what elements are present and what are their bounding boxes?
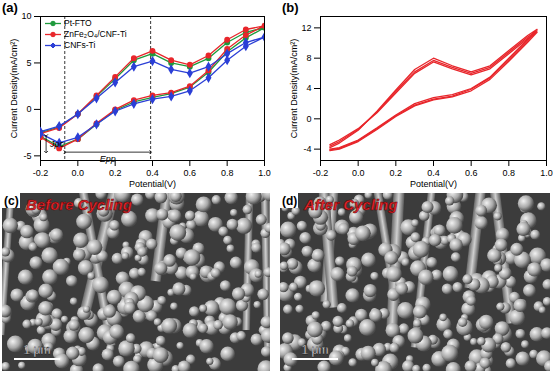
- svg-text:Potential(V): Potential(V): [129, 179, 176, 189]
- svg-text:10: 10: [21, 11, 31, 21]
- svg-text:0: 0: [306, 114, 311, 124]
- svg-text:After Cycling: After Cycling: [303, 196, 397, 213]
- html-text:CNFs-Ti: CNFs-Ti: [64, 40, 96, 50]
- svg-text:0.0: 0.0: [352, 168, 365, 178]
- svg-text:0.8: 0.8: [503, 168, 516, 178]
- svg-text:8: 8: [306, 53, 311, 63]
- svg-text:1 μm: 1 μm: [302, 343, 329, 357]
- svg-text:Epp: Epp: [100, 154, 116, 164]
- html-text:(a): (a): [2, 0, 18, 15]
- svg-text:(c): (c): [4, 194, 19, 208]
- html-text:ZnFe₂O₄/CNF-Ti: ZnFe₂O₄/CNF-Ti: [64, 29, 127, 39]
- svg-text:Current Density(mA/cm²): Current Density(mA/cm²): [9, 39, 19, 139]
- svg-text:0.8: 0.8: [221, 168, 234, 178]
- svg-text:12: 12: [301, 23, 311, 33]
- svg-text:-0.2: -0.2: [33, 168, 49, 178]
- html-text:(b): (b): [282, 0, 299, 15]
- svg-text:(d): (d): [282, 194, 297, 208]
- svg-text:1.0: 1.0: [540, 168, 553, 178]
- svg-text:0.4: 0.4: [427, 168, 440, 178]
- svg-text:-0.2: -0.2: [313, 168, 329, 178]
- svg-text:0.2: 0.2: [109, 168, 122, 178]
- svg-text:0: 0: [26, 104, 31, 114]
- svg-text:4: 4: [306, 83, 311, 93]
- svg-text:0.0: 0.0: [72, 168, 85, 178]
- svg-text:0.2: 0.2: [390, 168, 403, 178]
- svg-text:5: 5: [26, 58, 31, 68]
- html-text:Pt-FTO: Pt-FTO: [64, 18, 92, 28]
- svg-text:-4: -4: [303, 144, 311, 154]
- svg-text:-5: -5: [23, 151, 31, 161]
- svg-text:Before Cycling: Before Cycling: [26, 196, 132, 213]
- svg-text:1 μm: 1 μm: [24, 343, 51, 357]
- svg-text:0.4: 0.4: [146, 168, 159, 178]
- svg-text:0.6: 0.6: [465, 168, 478, 178]
- svg-text:Jpc: Jpc: [49, 139, 65, 149]
- svg-text:0.6: 0.6: [184, 168, 197, 178]
- svg-text:Current Density(mA/cm²): Current Density(mA/cm²): [289, 39, 299, 139]
- svg-text:Potential(V): Potential(V): [410, 179, 457, 189]
- svg-text:1.0: 1.0: [258, 168, 271, 178]
